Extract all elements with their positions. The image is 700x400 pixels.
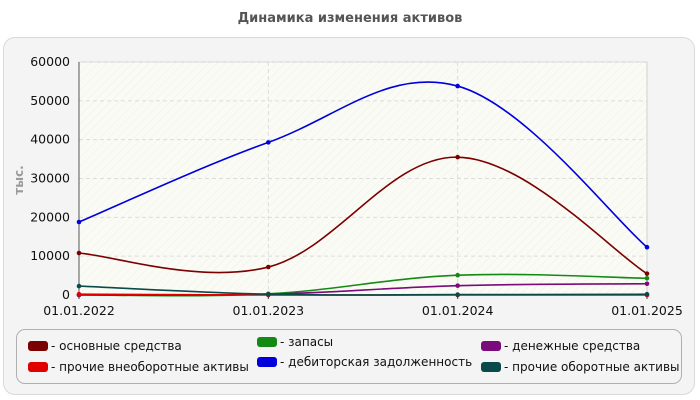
x-tick-label: 01.01.2022	[43, 303, 115, 318]
data-point	[76, 250, 82, 256]
data-point	[266, 264, 271, 270]
legend-label: - денежные средства	[504, 339, 641, 353]
data-point	[455, 283, 460, 288]
data-point	[644, 291, 650, 297]
y-axis-label: тыс.	[12, 165, 26, 194]
legend-swatch	[481, 341, 501, 351]
grid	[79, 61, 647, 295]
y-tick-label: 40000	[30, 132, 70, 147]
legend: - основные средства - запасы - денежные …	[16, 329, 682, 384]
legend-label: - прочие внеоборотные активы	[51, 360, 249, 374]
x-tick-label: 01.01.2025	[611, 303, 683, 318]
data-point	[266, 140, 271, 145]
y-tick-labels: 0 10000 20000 30000 40000 50000 60000	[30, 54, 70, 302]
legend-swatch	[257, 357, 277, 367]
series-line-4	[78, 81, 648, 248]
chart-title: Динамика изменения активов	[237, 11, 463, 26]
data-point	[76, 291, 82, 297]
legend-swatch	[28, 341, 48, 351]
legend-label: - запасы	[280, 335, 334, 349]
legend-item-cash: - денежные средства	[481, 339, 640, 353]
series-line-0	[78, 156, 648, 275]
legend-item-inventory: - запасы	[257, 335, 333, 349]
legend-item-other-noncurrent: - прочие внеоборотные активы	[28, 360, 249, 374]
y-tick-label: 50000	[30, 93, 70, 108]
data-point	[455, 272, 460, 278]
x-tick-label: 01.01.2023	[233, 303, 305, 318]
legend-swatch	[481, 362, 501, 372]
legend-label: - основные средства	[51, 339, 182, 353]
chart-plot: 0 10000 20000 30000 40000 50000 60000 01.01.20…	[12, 54, 683, 318]
series-lines	[76, 81, 650, 298]
data-point	[455, 154, 460, 160]
data-point	[76, 283, 82, 289]
data-point	[644, 271, 650, 276]
legend-item-fixed-assets: - основные средства	[28, 339, 182, 353]
y-tick-label: 20000	[30, 209, 70, 224]
data-point	[455, 292, 460, 297]
x-tick-labels: 01.01.2022 01.01.2023 01.01.2024 01.01.2025	[43, 303, 683, 318]
legend-label: - прочие оборотные активы	[504, 360, 680, 374]
legend-swatch	[257, 337, 277, 347]
y-tick-label: 10000	[30, 248, 70, 263]
y-tick-label: 30000	[30, 171, 70, 186]
legend-item-receivables: - дебиторская задолженность	[257, 355, 472, 369]
y-tick-label: 0	[62, 287, 70, 302]
legend-swatch	[28, 362, 48, 372]
data-point	[644, 276, 650, 281]
series-line-5	[78, 285, 648, 296]
legend-item-other-current: - прочие оборотные активы	[481, 360, 680, 374]
data-point	[644, 244, 650, 250]
x-tick-label: 01.01.2024	[422, 303, 494, 318]
data-point	[644, 281, 650, 287]
y-tick-label: 60000	[30, 54, 70, 69]
legend-label: - дебиторская задолженность	[280, 355, 473, 369]
data-point	[455, 83, 460, 89]
data-point	[266, 291, 271, 297]
data-point	[76, 219, 82, 225]
